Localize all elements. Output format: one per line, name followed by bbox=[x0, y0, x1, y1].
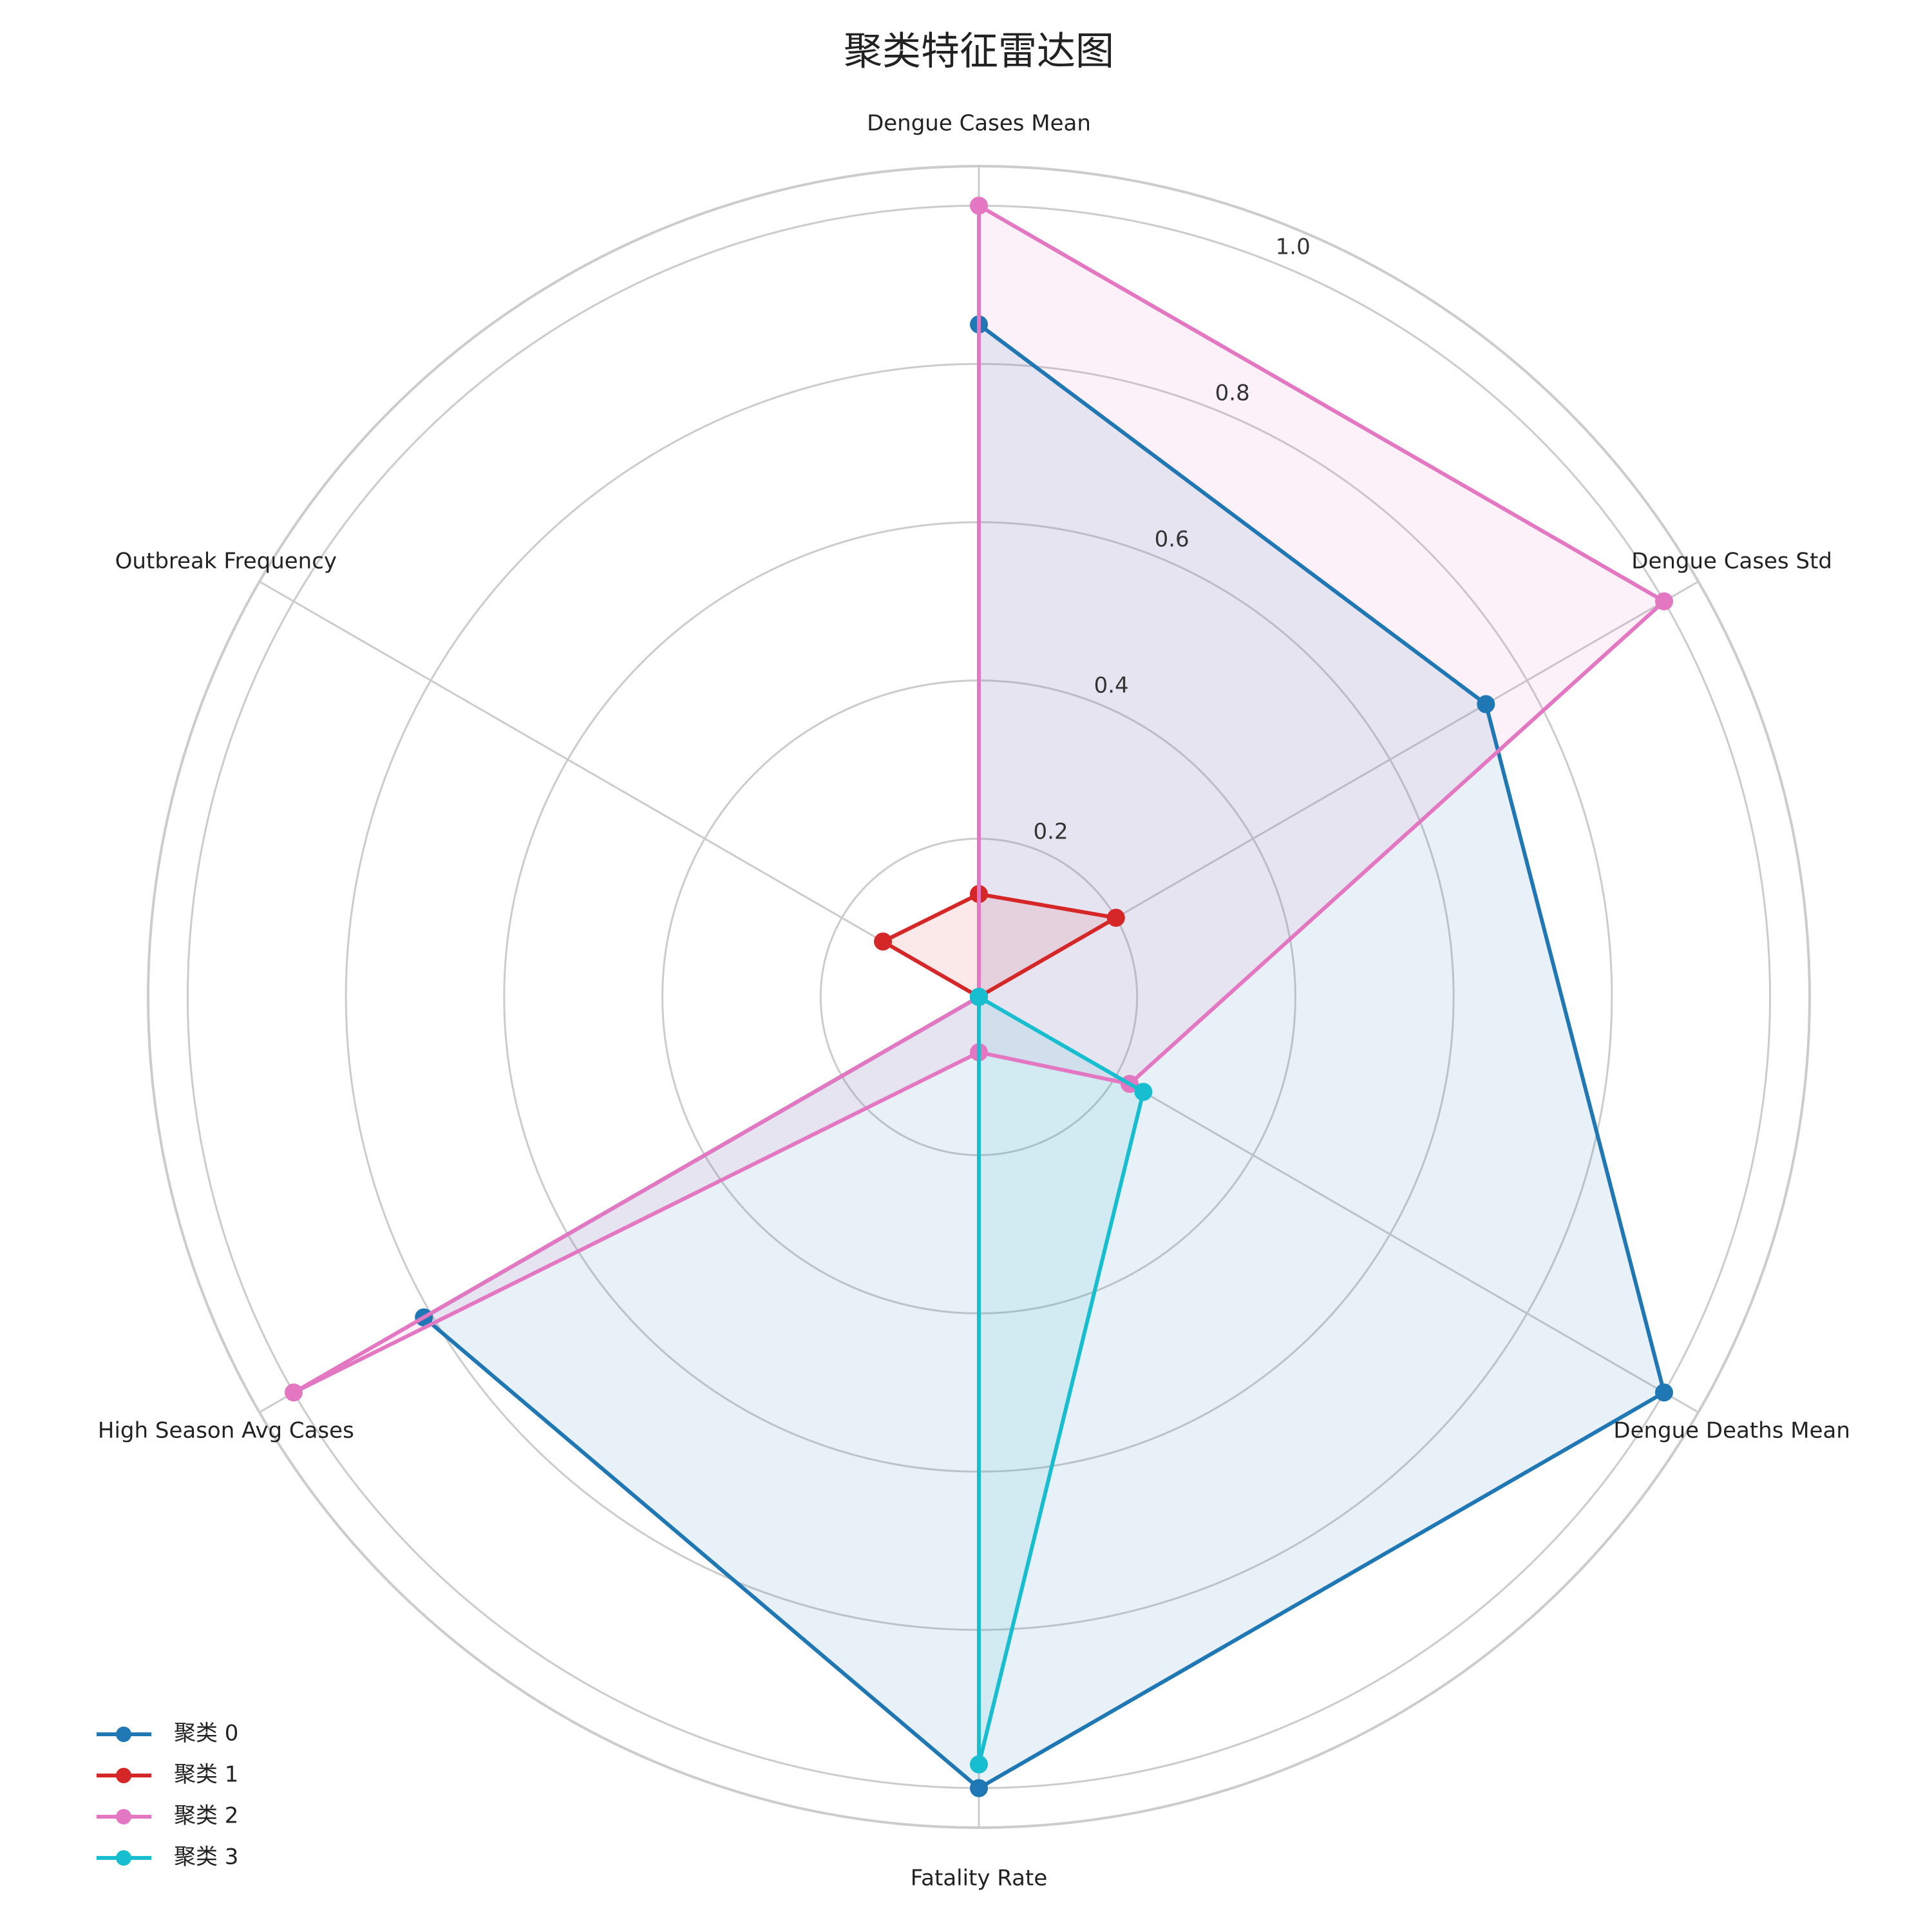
r-tick-label: 1.0 bbox=[1276, 234, 1311, 260]
data-point bbox=[970, 1779, 988, 1797]
legend-marker bbox=[116, 1809, 131, 1824]
data-point bbox=[285, 1383, 303, 1402]
axis-label: Fatality Rate bbox=[911, 1866, 1048, 1891]
radial-tick-labels: 0.2 0.4 0.6 0.8 1.0 bbox=[1034, 234, 1311, 844]
axis-label: Outbreak Frequency bbox=[115, 549, 337, 574]
data-point bbox=[1106, 909, 1125, 927]
series-fill bbox=[883, 894, 1116, 997]
data-point bbox=[1477, 695, 1495, 714]
data-point bbox=[1654, 1383, 1673, 1402]
chart-title: 聚类特征雷达图 bbox=[844, 29, 1114, 74]
r-tick-label: 0.8 bbox=[1215, 380, 1250, 406]
data-point bbox=[970, 196, 988, 215]
legend-entry: 聚类 2 bbox=[97, 1803, 238, 1829]
legend-marker bbox=[116, 1727, 131, 1742]
legend-marker bbox=[116, 1768, 131, 1783]
legend-marker bbox=[116, 1850, 131, 1866]
series-fill bbox=[424, 324, 1665, 1788]
legend-label: 聚类 3 bbox=[174, 1844, 238, 1870]
data-point bbox=[1654, 592, 1673, 611]
legend-label: 聚类 0 bbox=[174, 1721, 238, 1747]
legend-entry: 聚类 0 bbox=[97, 1721, 238, 1747]
axis-labels: Dengue Cases Mean Dengue Cases Std Dengue … bbox=[98, 111, 1850, 1891]
data-point bbox=[1134, 1083, 1153, 1101]
series-fill bbox=[979, 997, 1144, 1765]
axis-label: Dengue Cases Std bbox=[1631, 549, 1832, 574]
spoke-line bbox=[259, 580, 980, 998]
r-tick-label: 0.6 bbox=[1155, 526, 1189, 552]
legend-entry: 聚类 3 bbox=[97, 1844, 238, 1870]
series-lines bbox=[285, 196, 1673, 1797]
legend-entry: 聚类 1 bbox=[97, 1762, 238, 1788]
axis-label: Dengue Cases Mean bbox=[867, 111, 1091, 137]
series-line bbox=[977, 995, 1146, 1766]
legend: 聚类 0 聚类 1 聚类 2 聚类 3 bbox=[97, 1721, 238, 1870]
axis-label: High Season Avg Cases bbox=[98, 1418, 354, 1444]
r-tick-label: 0.2 bbox=[1034, 819, 1068, 844]
data-point bbox=[970, 988, 988, 1006]
r-tick-label: 0.4 bbox=[1094, 672, 1129, 698]
legend-label: 聚类 1 bbox=[174, 1762, 238, 1788]
axis-label: Dengue Deaths Mean bbox=[1613, 1418, 1850, 1444]
data-point bbox=[874, 933, 893, 951]
legend-label: 聚类 2 bbox=[174, 1803, 238, 1829]
data-point bbox=[970, 1755, 988, 1774]
